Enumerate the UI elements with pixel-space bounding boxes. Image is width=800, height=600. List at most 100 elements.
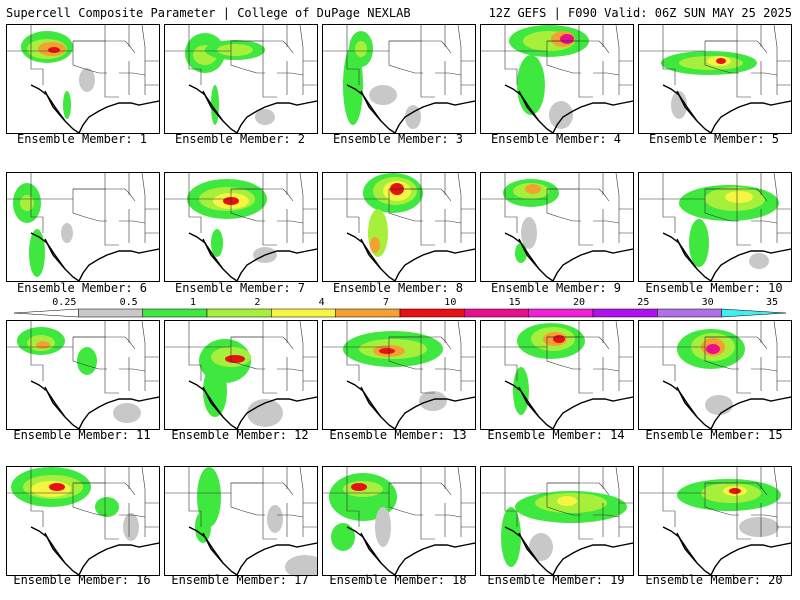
scp-contour-fill <box>419 391 447 411</box>
ensemble-member-map <box>480 172 634 282</box>
state-border-line <box>705 336 768 350</box>
colorbar-tick-label: 7 <box>383 297 389 308</box>
state-border-line <box>262 189 277 246</box>
colorbar-tick-label: 4 <box>319 297 325 308</box>
scp-contour-fill <box>285 555 317 575</box>
state-border-line <box>104 41 119 98</box>
coastline <box>676 532 791 575</box>
state-border-line <box>73 336 136 350</box>
state-border-line <box>389 336 452 350</box>
state-border-line <box>593 208 633 234</box>
scp-contour-fill <box>20 195 34 211</box>
ensemble-member-label: Ensemble Member: 20 <box>645 573 783 587</box>
state-border-line <box>73 188 136 202</box>
state-border-line <box>262 41 277 98</box>
state-border-line <box>705 482 768 496</box>
ensemble-member-label: Ensemble Member: 9 <box>490 281 622 295</box>
colorbar-tick-label: 30 <box>702 297 714 308</box>
scp-contour-fill <box>379 348 395 354</box>
state-border-line <box>444 25 462 95</box>
coastline <box>360 532 475 575</box>
scp-contour-fill <box>77 347 97 375</box>
ensemble-member-map <box>480 320 634 430</box>
scp-contour-fill <box>501 507 521 567</box>
state-border-line <box>751 502 791 528</box>
state-border-line <box>72 51 107 74</box>
ensemble-member-map <box>6 320 160 430</box>
state-border-line <box>119 208 159 234</box>
state-border-line <box>230 347 265 370</box>
gulf-area <box>519 533 633 575</box>
state-border-line <box>602 467 620 537</box>
ensemble-member-label: Ensemble Member: 10 <box>645 281 783 295</box>
state-border-line <box>104 337 119 394</box>
scp-contour-fill <box>525 184 541 194</box>
coastline <box>44 238 159 281</box>
ensemble-member-map <box>480 466 634 576</box>
scp-field-map <box>323 321 475 429</box>
state-border-line <box>704 199 739 222</box>
colorbar-bin <box>399 308 465 318</box>
scp-contour-fill <box>560 34 574 44</box>
state-border-line <box>277 502 317 528</box>
gulf-area <box>45 239 159 281</box>
colorbar-bin <box>271 308 336 318</box>
scp-contour-fill <box>63 91 71 119</box>
scp-contour-fill <box>706 344 720 354</box>
state-border-line <box>286 25 304 95</box>
state-border-line <box>119 60 159 86</box>
scp-field-map <box>481 25 633 133</box>
scp-field-map <box>481 467 633 575</box>
scp-contour-fill <box>61 223 73 243</box>
gulf-area <box>677 91 791 133</box>
state-border-line <box>593 502 633 528</box>
state-border-line <box>262 337 277 394</box>
scp-contour-fill <box>705 395 733 415</box>
colorbar-tick-label: 0.25 <box>52 297 76 308</box>
coastline <box>44 532 159 575</box>
ensemble-member-map <box>322 466 476 576</box>
colorbar-bin <box>335 308 401 318</box>
state-border-line <box>230 51 265 74</box>
scp-field-map <box>323 467 475 575</box>
ensemble-member-label: Ensemble Member: 17 <box>171 573 309 587</box>
state-border-line <box>578 41 593 98</box>
coastline <box>676 90 791 133</box>
state-border-line <box>435 356 475 382</box>
gulf-area <box>519 91 633 133</box>
state-border-line <box>388 493 423 516</box>
scp-contour-fill <box>29 229 45 277</box>
state-border-line <box>230 199 265 222</box>
state-border-line <box>188 493 202 527</box>
state-border-line <box>119 502 159 528</box>
state-border-line <box>346 51 360 85</box>
state-border-line <box>602 25 620 95</box>
scp-contour-fill <box>255 109 275 125</box>
state-border-line <box>751 60 791 86</box>
scp-field-map <box>639 173 791 281</box>
state-border-line <box>593 60 633 86</box>
colorbar-tick-label: 10 <box>444 297 456 308</box>
ensemble-member-map <box>480 24 634 134</box>
state-border-line <box>389 482 452 496</box>
scp-contour-fill <box>95 497 119 517</box>
valid-time: 12Z GEFS | F090 Valid: 06Z SUN MAY 25 20… <box>488 6 792 20</box>
scp-contour-fill <box>225 355 245 363</box>
coastline <box>518 90 633 133</box>
scp-field-map <box>165 25 317 133</box>
ensemble-member-map <box>638 466 792 576</box>
scp-field-map <box>323 25 475 133</box>
coastline <box>202 90 317 133</box>
state-border-line <box>420 483 435 540</box>
coastline <box>518 386 633 429</box>
scp-contour-fill <box>725 191 753 203</box>
state-border-line <box>736 41 751 98</box>
state-border-line <box>547 40 610 54</box>
ensemble-member-map <box>6 466 160 576</box>
colorbar-tick-label: 1 <box>190 297 196 308</box>
coastline <box>360 386 475 429</box>
scp-field-map <box>639 467 791 575</box>
scp-contour-fill <box>113 403 141 423</box>
state-border-line <box>435 60 475 86</box>
ensemble-member-map <box>6 24 160 134</box>
